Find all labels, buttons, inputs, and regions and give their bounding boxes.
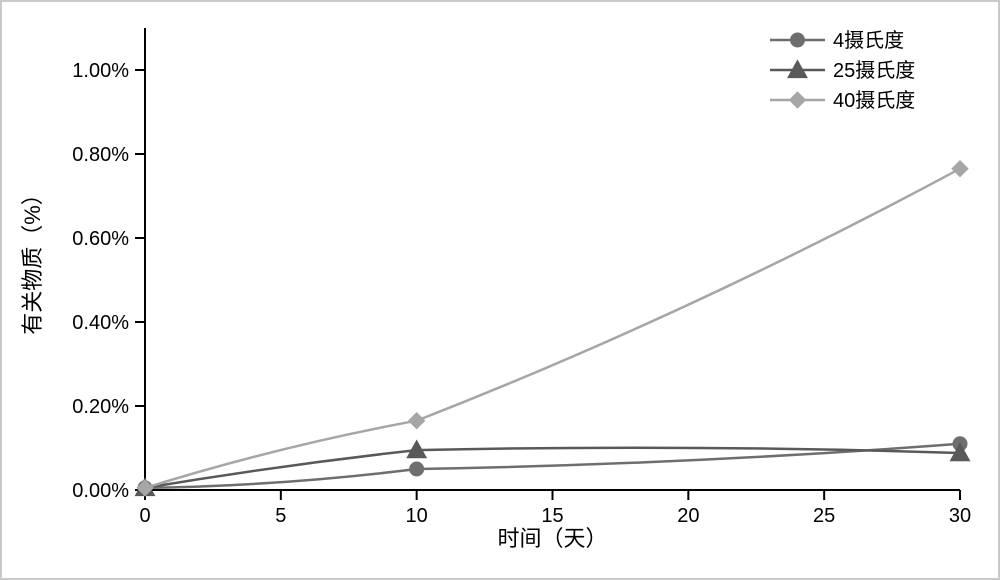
x-tick-label: 5 [275, 505, 286, 527]
data-marker [409, 413, 425, 429]
legend-label: 4摄氏度 [833, 29, 904, 52]
legend-label: 40摄氏度 [833, 89, 915, 112]
x-tick-label: 0 [139, 505, 150, 527]
y-axis-title: 有关物质（%） [20, 183, 45, 335]
x-tick-label: 10 [406, 505, 428, 527]
y-tick-label: 0.80% [72, 144, 129, 166]
y-tick-label: 0.60% [72, 228, 129, 250]
x-tick-label: 25 [813, 505, 835, 527]
y-tick-label: 0.20% [72, 396, 129, 418]
data-marker [410, 462, 424, 476]
y-tick-label: 1.00% [72, 60, 129, 82]
y-tick-label: 0.00% [72, 480, 129, 502]
data-marker [952, 161, 968, 177]
x-tick-label: 15 [541, 505, 563, 527]
line-chart: 0 5 10 15 20 25 30 0.00% 0.20% 0.40% 0.60% 0.80% 1.0… [0, 0, 1000, 580]
x-tick-label: 20 [677, 505, 699, 527]
x-tick-label: 30 [949, 505, 971, 527]
series-line [145, 169, 960, 488]
x-axis-title: 时间（天） [497, 526, 607, 551]
legend-label: 25摄氏度 [833, 59, 915, 82]
data-marker [790, 92, 806, 108]
data-marker [791, 33, 805, 47]
y-tick-label: 0.40% [72, 312, 129, 334]
